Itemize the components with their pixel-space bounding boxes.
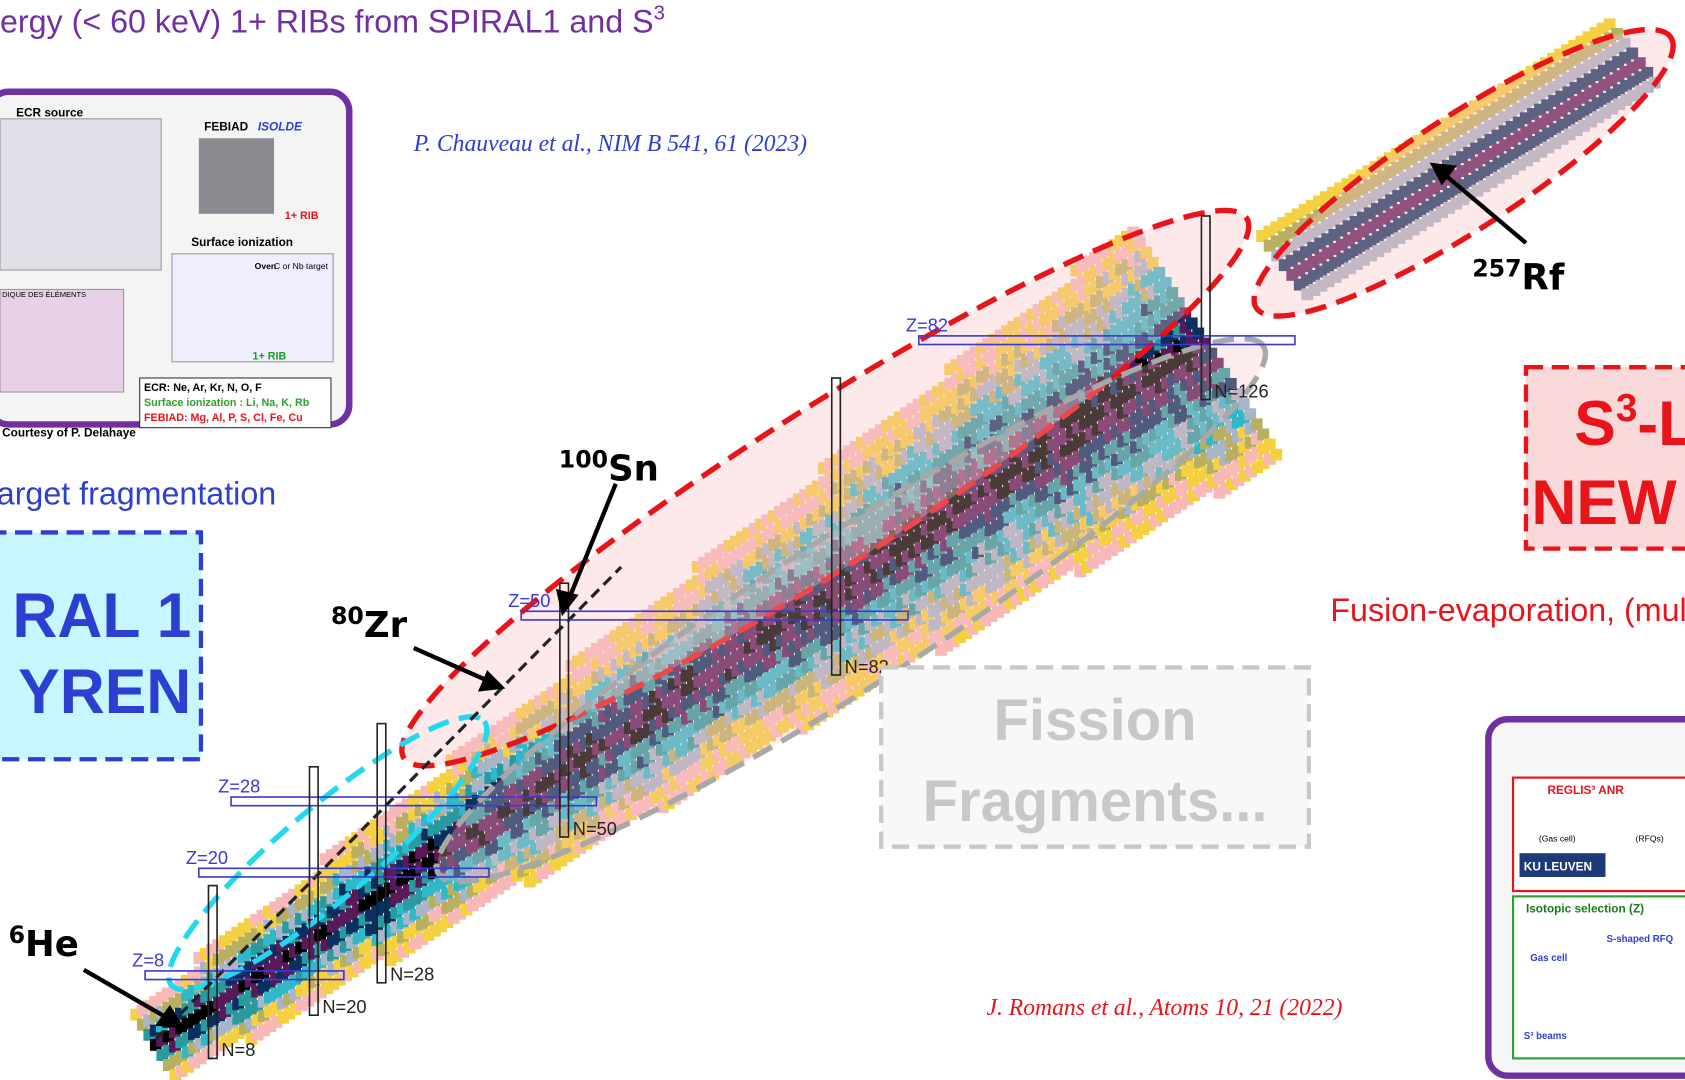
citation: P. Chauveau et al., NIM B 541, 61 (2023) (413, 131, 807, 157)
nuclide-cell (1186, 317, 1198, 329)
element-symbol: Sn (608, 449, 659, 490)
element-symbol: Zr (364, 605, 408, 646)
box-text: YREN (18, 657, 191, 727)
nuclide-cell (1257, 428, 1269, 440)
slide: Z=8Z=20Z=28Z=50Z=82N=8N=20N=28N=50N=82N=… (0, 0, 1685, 1080)
inset-text: C or Nb target (274, 261, 329, 271)
z-label: Z=28 (218, 776, 260, 797)
mass-number: 257 (1472, 254, 1521, 282)
inset-text: Oven (255, 261, 276, 271)
s3-rest: -L (1637, 389, 1685, 459)
n-label: N=126 (1214, 380, 1268, 401)
s3-text: NEW (1531, 468, 1676, 538)
nuclide-cell (1270, 449, 1282, 461)
mass-number: 6 (9, 921, 25, 949)
s3-letter: S (1574, 389, 1616, 459)
inset-text: (RFQs) (1636, 833, 1664, 843)
z-label: Z=20 (186, 847, 228, 868)
mass-number: 100 (559, 446, 608, 474)
z-label: Z=50 (508, 590, 550, 611)
inset-text: Gas cell (1530, 953, 1567, 964)
fission-text: Fragments... (923, 769, 1268, 834)
inset-text: KU LEUVEN (1524, 859, 1592, 873)
box-text: RAL 1 (12, 581, 191, 651)
inset-text: REGLIS³ ANR (1547, 783, 1624, 797)
inset-text: FEBIAD: Mg, Al, P, S, Cl, Fe, Cu (144, 412, 303, 424)
element-symbol: Rf (1522, 257, 1565, 298)
inset-text: FEBIAD (204, 120, 248, 134)
periodic-table (0, 289, 124, 392)
n-label: N=50 (573, 818, 617, 839)
mass-number: 80 (331, 602, 364, 630)
inset-text: 1+ RIB (253, 351, 287, 363)
inset-text: Surface ionization (191, 235, 293, 249)
inset-text: Courtesy of P. Delahaye (2, 425, 136, 439)
febiad-image (199, 138, 274, 214)
inset-text: Surface ionization : Li, Na, K, Rb (144, 397, 310, 409)
title-sup: 3 (654, 1, 665, 24)
n-label: N=20 (322, 996, 366, 1017)
inset-text: 1+ RIB (285, 210, 319, 222)
s3-sup: 3 (1616, 387, 1638, 430)
element-symbol: He (25, 924, 79, 965)
inset-text: DIQUE DES ÉLÉMENTS (2, 290, 86, 299)
inset-text: S³ beams (1524, 1031, 1567, 1042)
inset-text: S-shaped RFQ (1607, 934, 1674, 945)
inset-text: ECR source (16, 106, 83, 120)
inset-text: ISOLDE (258, 120, 303, 134)
title-text: ergy (< 60 keV) 1+ RIBs from SPIRAL1 and… (0, 3, 654, 39)
fission-text: Fission (994, 688, 1197, 753)
n-label: N=8 (221, 1039, 255, 1060)
left-caption: arget fragmentation (0, 475, 276, 511)
inset-text: (Gas cell) (1539, 833, 1576, 843)
title: ergy (< 60 keV) 1+ RIBs from SPIRAL1 and… (0, 1, 665, 39)
right-caption: Fusion-evaporation, (mult (1330, 592, 1685, 628)
inset-text: ECR: Ne, Ar, Kr, N, O, F (144, 382, 262, 394)
inset-text: Isotopic selection (Z) (1526, 902, 1644, 916)
citation: J. Romans et al., Atoms 10, 21 (2022) (986, 995, 1342, 1021)
n-label: N=28 (390, 964, 434, 985)
ecr-diagram (0, 119, 161, 270)
z-label: Z=8 (132, 950, 164, 971)
z-label: Z=82 (906, 315, 948, 336)
